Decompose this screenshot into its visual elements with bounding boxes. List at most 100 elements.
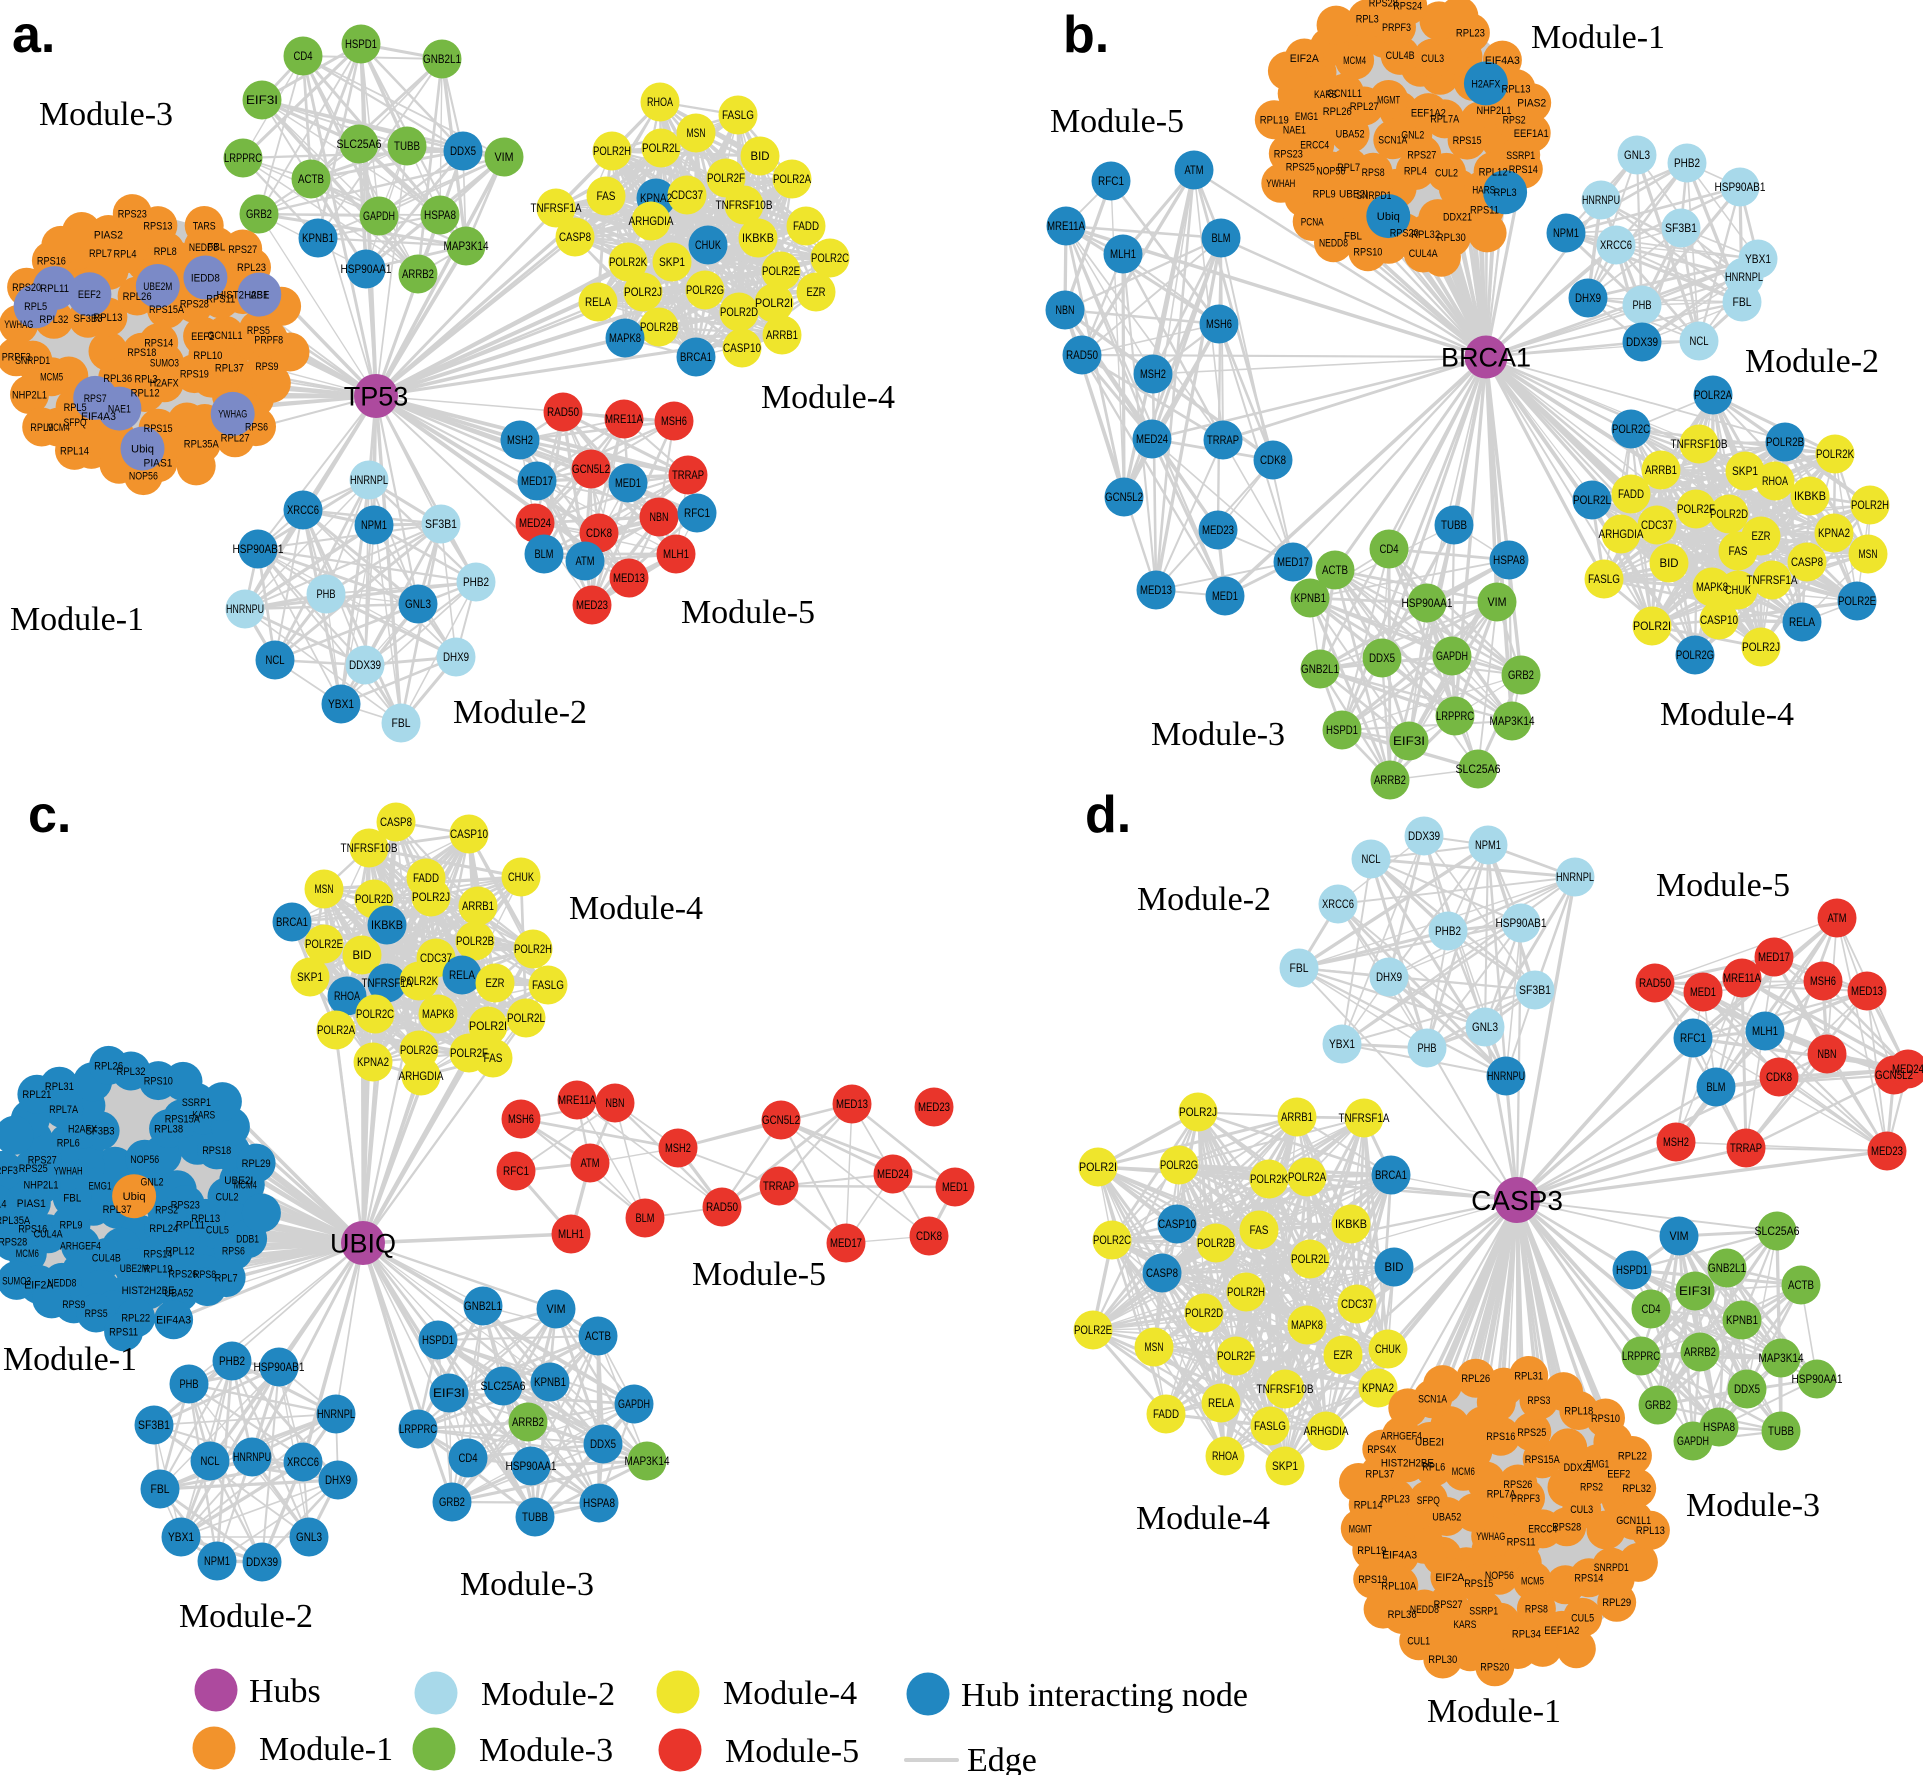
svg-text:TRRAP: TRRAP xyxy=(1730,1141,1762,1155)
svg-text:POLR2J: POLR2J xyxy=(624,285,662,299)
svg-text:RPS7: RPS7 xyxy=(84,393,107,405)
svg-text:ATM: ATM xyxy=(1828,911,1847,925)
svg-text:POLR2K: POLR2K xyxy=(1250,1172,1288,1186)
svg-text:RPS28: RPS28 xyxy=(0,1236,27,1248)
svg-text:MRE11A: MRE11A xyxy=(605,412,643,426)
svg-text:POLR2D: POLR2D xyxy=(720,305,758,319)
svg-text:RPL22: RPL22 xyxy=(121,1313,150,1325)
svg-text:POLR2F: POLR2F xyxy=(707,171,745,185)
svg-text:RAD50: RAD50 xyxy=(1066,348,1098,362)
svg-text:VIM: VIM xyxy=(495,150,514,164)
svg-text:MLH1: MLH1 xyxy=(1752,1024,1778,1038)
svg-text:PHB2: PHB2 xyxy=(1435,924,1461,938)
svg-text:RPL38: RPL38 xyxy=(154,1123,183,1135)
svg-text:CDK8: CDK8 xyxy=(586,526,612,540)
svg-text:Module-4: Module-4 xyxy=(761,379,895,416)
svg-text:CD4: CD4 xyxy=(1642,1302,1661,1316)
svg-text:NCL: NCL xyxy=(1690,334,1709,348)
svg-text:BLM: BLM xyxy=(535,547,554,561)
svg-text:UBE2I: UBE2I xyxy=(1415,1436,1444,1448)
svg-text:CASP8: CASP8 xyxy=(1791,555,1823,569)
svg-text:RPL31: RPL31 xyxy=(45,1081,74,1093)
svg-text:DDX39: DDX39 xyxy=(1408,829,1440,843)
svg-text:GNL3: GNL3 xyxy=(296,1530,322,1544)
svg-text:TUBB: TUBB xyxy=(1768,1424,1794,1438)
svg-text:POLR2L: POLR2L xyxy=(1291,1252,1329,1266)
svg-text:EIF2A: EIF2A xyxy=(1435,1572,1465,1584)
svg-text:Module-1: Module-1 xyxy=(259,1731,393,1768)
svg-text:RPL7: RPL7 xyxy=(1337,162,1360,174)
svg-text:NAE1: NAE1 xyxy=(1283,125,1306,137)
svg-text:POLR2A: POLR2A xyxy=(1694,388,1732,402)
svg-text:CASP10: CASP10 xyxy=(450,827,488,841)
svg-text:CUL4B: CUL4B xyxy=(1386,50,1415,62)
svg-text:SF3B3: SF3B3 xyxy=(74,313,103,325)
svg-text:GCN5L2: GCN5L2 xyxy=(762,1113,800,1127)
svg-text:RPL13: RPL13 xyxy=(191,1213,220,1225)
svg-text:ARRB2: ARRB2 xyxy=(1374,773,1406,787)
svg-text:HSPA8: HSPA8 xyxy=(583,1496,615,1510)
svg-text:RPS25: RPS25 xyxy=(1286,162,1315,174)
svg-text:TNFRSF10B: TNFRSF10B xyxy=(716,198,773,212)
svg-text:RPS23: RPS23 xyxy=(118,209,147,221)
svg-text:RPS16: RPS16 xyxy=(1486,1431,1515,1443)
svg-text:IKBKB: IKBKB xyxy=(1335,1217,1367,1231)
svg-text:TNFRSF10B: TNFRSF10B xyxy=(1257,1382,1314,1396)
svg-text:RPS28: RPS28 xyxy=(180,298,209,310)
svg-text:RPS14: RPS14 xyxy=(143,1249,172,1261)
svg-text:DHX9: DHX9 xyxy=(325,1473,351,1487)
svg-text:RPS6: RPS6 xyxy=(222,1246,245,1258)
svg-text:CUL1: CUL1 xyxy=(1407,1636,1430,1648)
svg-text:ACTB: ACTB xyxy=(298,172,324,186)
svg-text:DDB1: DDB1 xyxy=(236,1234,259,1246)
svg-text:RPS11: RPS11 xyxy=(1507,1537,1536,1549)
svg-text:MLH1: MLH1 xyxy=(663,547,689,561)
svg-text:Module-4: Module-4 xyxy=(569,890,703,927)
svg-text:H2AFX: H2AFX xyxy=(1471,78,1501,90)
svg-text:POLR2B: POLR2B xyxy=(1197,1236,1235,1250)
svg-text:RAD50: RAD50 xyxy=(1639,976,1671,990)
svg-text:MED13: MED13 xyxy=(1140,583,1172,597)
svg-text:MED23: MED23 xyxy=(576,598,608,612)
svg-text:RPL4: RPL4 xyxy=(0,1199,7,1211)
svg-text:HSP90AB1: HSP90AB1 xyxy=(1715,180,1766,194)
svg-text:RPS4X: RPS4X xyxy=(1367,1444,1397,1456)
svg-text:b.: b. xyxy=(1063,6,1109,64)
svg-text:RPL23: RPL23 xyxy=(237,262,266,274)
svg-text:RPL6: RPL6 xyxy=(1422,1462,1445,1474)
svg-text:RPS14: RPS14 xyxy=(1509,164,1538,176)
svg-text:ACTB: ACTB xyxy=(585,1329,611,1343)
svg-text:RPL26: RPL26 xyxy=(123,291,152,303)
svg-text:RPL3: RPL3 xyxy=(1494,187,1517,199)
svg-text:PHB2: PHB2 xyxy=(463,575,489,589)
svg-text:KARS: KARS xyxy=(192,1110,215,1122)
svg-text:RPL14: RPL14 xyxy=(60,445,89,457)
svg-text:POLR2I: POLR2I xyxy=(469,1019,507,1033)
svg-text:NPM1: NPM1 xyxy=(204,1554,230,1568)
svg-text:RPS9: RPS9 xyxy=(62,1299,85,1311)
svg-text:RPL26: RPL26 xyxy=(1323,106,1352,118)
svg-text:ERCC4: ERCC4 xyxy=(1300,140,1329,152)
svg-text:NOP56: NOP56 xyxy=(1316,166,1345,178)
svg-text:SFPQ: SFPQ xyxy=(64,417,87,429)
svg-text:MED24: MED24 xyxy=(1892,1062,1923,1076)
svg-text:MED13: MED13 xyxy=(836,1097,868,1111)
svg-text:Module-1: Module-1 xyxy=(10,601,144,638)
svg-text:RELA: RELA xyxy=(1789,615,1815,629)
svg-text:HARS: HARS xyxy=(1472,185,1495,197)
svg-text:ARRB1: ARRB1 xyxy=(1645,463,1677,477)
svg-text:GCN5L2: GCN5L2 xyxy=(572,462,610,476)
svg-text:FBL: FBL xyxy=(63,1192,81,1204)
svg-text:POLR2B: POLR2B xyxy=(456,934,494,948)
svg-text:BID: BID xyxy=(1660,556,1679,570)
svg-text:MED13: MED13 xyxy=(1851,984,1883,998)
svg-text:RHOA: RHOA xyxy=(647,95,673,109)
svg-text:SKP1: SKP1 xyxy=(659,255,685,269)
svg-text:RPL26: RPL26 xyxy=(94,1060,123,1072)
svg-text:RAD50: RAD50 xyxy=(547,405,579,419)
svg-text:BID: BID xyxy=(353,948,372,962)
svg-text:RPS15A: RPS15A xyxy=(149,304,185,316)
svg-text:SSRP1: SSRP1 xyxy=(182,1097,211,1109)
svg-text:RPS27: RPS27 xyxy=(228,244,257,256)
svg-text:MRE11A: MRE11A xyxy=(1723,971,1761,985)
